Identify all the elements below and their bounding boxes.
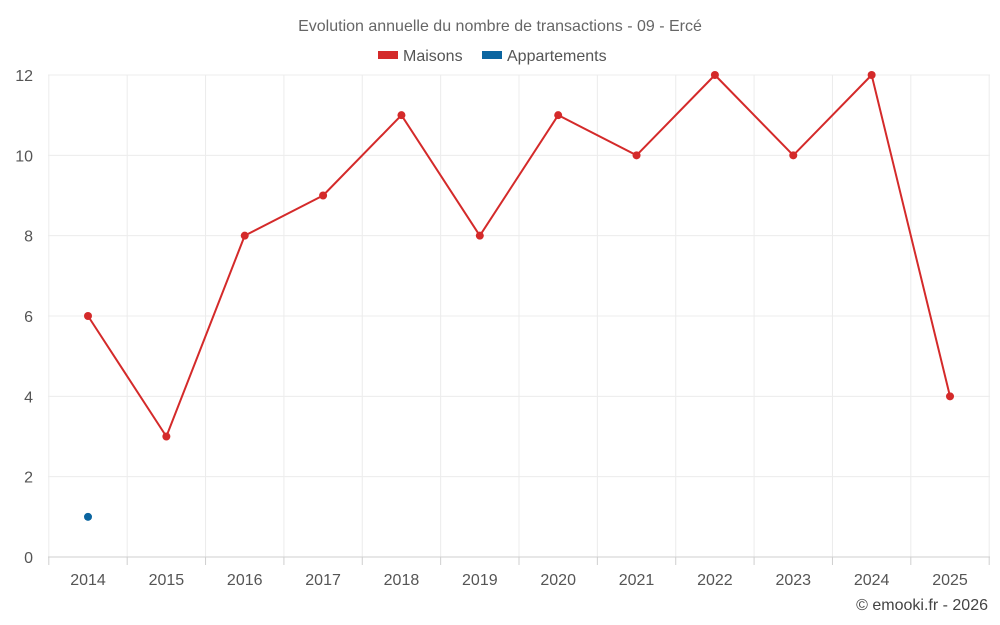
- legend-swatch-maisons: [378, 51, 398, 59]
- data-point-maisons: [397, 111, 406, 120]
- chart-legend: Maisons Appartements: [378, 48, 607, 65]
- y-tick-label: 6: [24, 309, 33, 326]
- data-point-appartements: [84, 512, 92, 521]
- x-tick-label: 2020: [540, 572, 576, 589]
- grid-layer: [48, 74, 990, 557]
- x-tick-label: 2023: [775, 572, 811, 589]
- data-point-maisons: [240, 231, 249, 240]
- credit-text: © emooki.fr - 2026: [856, 597, 988, 614]
- data-point-maisons: [632, 151, 641, 160]
- chart-title: Evolution annuelle du nombre de transact…: [298, 18, 702, 35]
- x-tick-label: 2016: [227, 572, 263, 589]
- data-point-maisons: [710, 71, 719, 79]
- data-point-maisons: [554, 111, 563, 120]
- data-point-maisons: [319, 191, 328, 200]
- y-tick-label: 0: [24, 550, 33, 567]
- data-point-maisons: [867, 71, 876, 79]
- y-tick-label: 4: [24, 389, 33, 406]
- x-tick-label: 2021: [619, 572, 655, 589]
- axis-layer: 0 2 4 6 8 10 12 2014 2015 2016 2017 2018 2019 2020 202…: [15, 68, 990, 589]
- x-tick-label: 2018: [384, 572, 420, 589]
- x-tick-label: 2017: [305, 572, 341, 589]
- series-line-maisons: [87, 74, 951, 438]
- data-point-maisons: [475, 231, 484, 240]
- data-point-maisons: [789, 151, 798, 160]
- x-tick-label: 2015: [149, 572, 185, 589]
- x-tick-label: 2022: [697, 572, 733, 589]
- data-point-maisons: [84, 312, 92, 320]
- y-tick-label: 12: [15, 68, 33, 85]
- y-tick-label: 10: [15, 148, 33, 165]
- series-layer: [84, 71, 954, 521]
- x-tick-label: 2019: [462, 572, 498, 589]
- legend-swatch-appartements: [482, 51, 502, 59]
- y-tick-label: 2: [24, 470, 33, 487]
- y-tick-label: 8: [24, 229, 33, 246]
- x-tick-label: 2024: [854, 572, 890, 589]
- x-tick-label: 2014: [70, 572, 106, 589]
- x-tick-label: 2025: [932, 572, 968, 589]
- data-point-maisons: [162, 432, 171, 441]
- legend-label-maisons[interactable]: Maisons: [403, 48, 463, 65]
- data-point-maisons: [946, 392, 954, 401]
- legend-label-appartements[interactable]: Appartements: [507, 48, 607, 65]
